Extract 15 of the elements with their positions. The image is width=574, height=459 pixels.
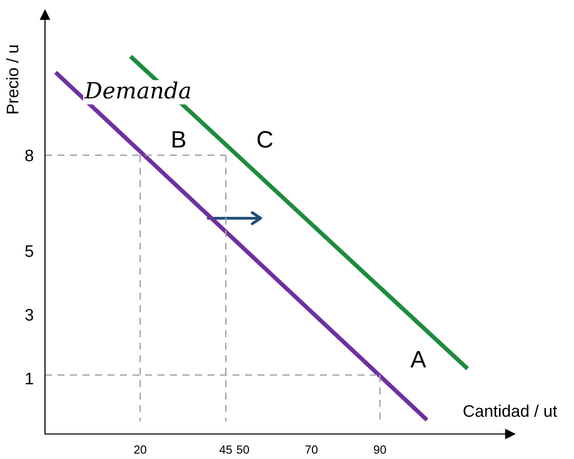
y-tick-label: 5 <box>25 245 34 257</box>
y-tick-label: 3 <box>25 308 34 321</box>
annotation: A <box>410 351 426 368</box>
x-axis-title: Cantidad / ut <box>464 404 558 417</box>
annotation: C <box>258 131 272 148</box>
y-tick-label: 1 <box>26 372 34 384</box>
x-tick-label: 70 <box>305 445 318 454</box>
y-axis-title: Precio / u <box>6 45 18 114</box>
x-tick-label: 20 <box>134 445 146 454</box>
annotation: B <box>172 131 186 148</box>
x-tick-label: 50 <box>236 445 250 454</box>
y-tick-label: 8 <box>25 150 34 162</box>
x-tick-label: 45 <box>220 446 232 454</box>
annotation: Demanda <box>84 81 190 99</box>
x-tick-label: 90 <box>374 445 386 454</box>
